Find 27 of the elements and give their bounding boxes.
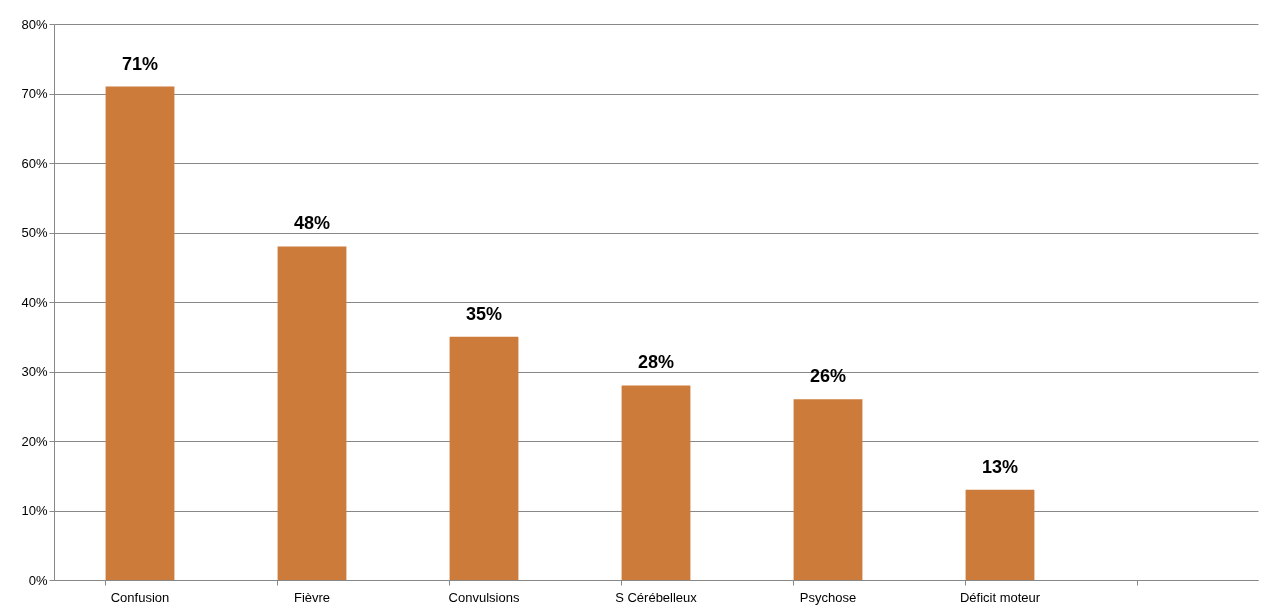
bar: [449, 336, 519, 580]
bar: [277, 246, 347, 580]
data-label: 28%: [637, 352, 675, 373]
y-tick-label: 80%: [21, 16, 48, 32]
data-label: 48%: [293, 213, 331, 234]
x-tick-label: Confusion: [110, 589, 170, 605]
y-tick-label: 40%: [21, 294, 48, 310]
y-tick-label: 60%: [21, 155, 48, 171]
y-tick-label: 20%: [21, 433, 48, 449]
y-tick-label: 10%: [21, 503, 48, 518]
data-label: 26%: [809, 366, 847, 387]
y-tick-label: 0%: [28, 572, 48, 588]
y-tick-label: 30%: [21, 364, 48, 379]
x-tick-label: Fièvre: [293, 589, 331, 605]
x-tick-label: Psychose: [799, 589, 857, 605]
data-label: 13%: [981, 456, 1019, 477]
data-label: 71%: [121, 53, 159, 74]
y-tick-label: 70%: [21, 86, 48, 101]
bar: [793, 399, 863, 580]
y-tick-label: 50%: [21, 225, 48, 240]
bar: [105, 86, 175, 580]
bar: [621, 385, 691, 580]
data-label: 35%: [465, 303, 503, 324]
x-tick-label: Convulsions: [448, 589, 520, 605]
x-tick-label: S Cérébelleux: [615, 589, 698, 605]
bar: [965, 489, 1035, 580]
x-tick-label: Déficit moteur: [959, 589, 1041, 605]
